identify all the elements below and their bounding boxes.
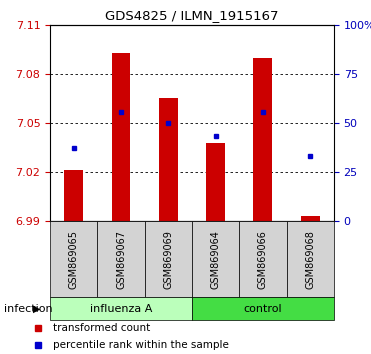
Text: control: control [244, 304, 282, 314]
Text: GSM869067: GSM869067 [116, 230, 126, 289]
Bar [159, 98, 178, 221]
Bar [253, 58, 272, 221]
Bar [192, 221, 239, 297]
Text: influenza A: influenza A [90, 304, 152, 314]
Bar [301, 216, 320, 221]
Text: percentile rank within the sample: percentile rank within the sample [53, 340, 229, 350]
Text: infection: infection [4, 304, 52, 314]
Title: GDS4825 / ILMN_1915167: GDS4825 / ILMN_1915167 [105, 9, 279, 22]
Text: GSM869069: GSM869069 [163, 230, 173, 289]
Text: GSM869065: GSM869065 [69, 230, 79, 289]
Bar [50, 297, 192, 320]
Bar [287, 221, 334, 297]
Bar [206, 143, 225, 221]
Text: transformed count: transformed count [53, 323, 150, 333]
Bar [112, 53, 131, 221]
Bar [192, 297, 334, 320]
Bar [98, 221, 145, 297]
Bar [145, 221, 192, 297]
Text: GSM869068: GSM869068 [305, 230, 315, 289]
Bar [50, 221, 98, 297]
Text: GSM869066: GSM869066 [258, 230, 268, 289]
Bar [239, 221, 287, 297]
Bar [64, 171, 83, 221]
Text: ▶: ▶ [33, 304, 41, 314]
Text: GSM869064: GSM869064 [211, 230, 221, 289]
